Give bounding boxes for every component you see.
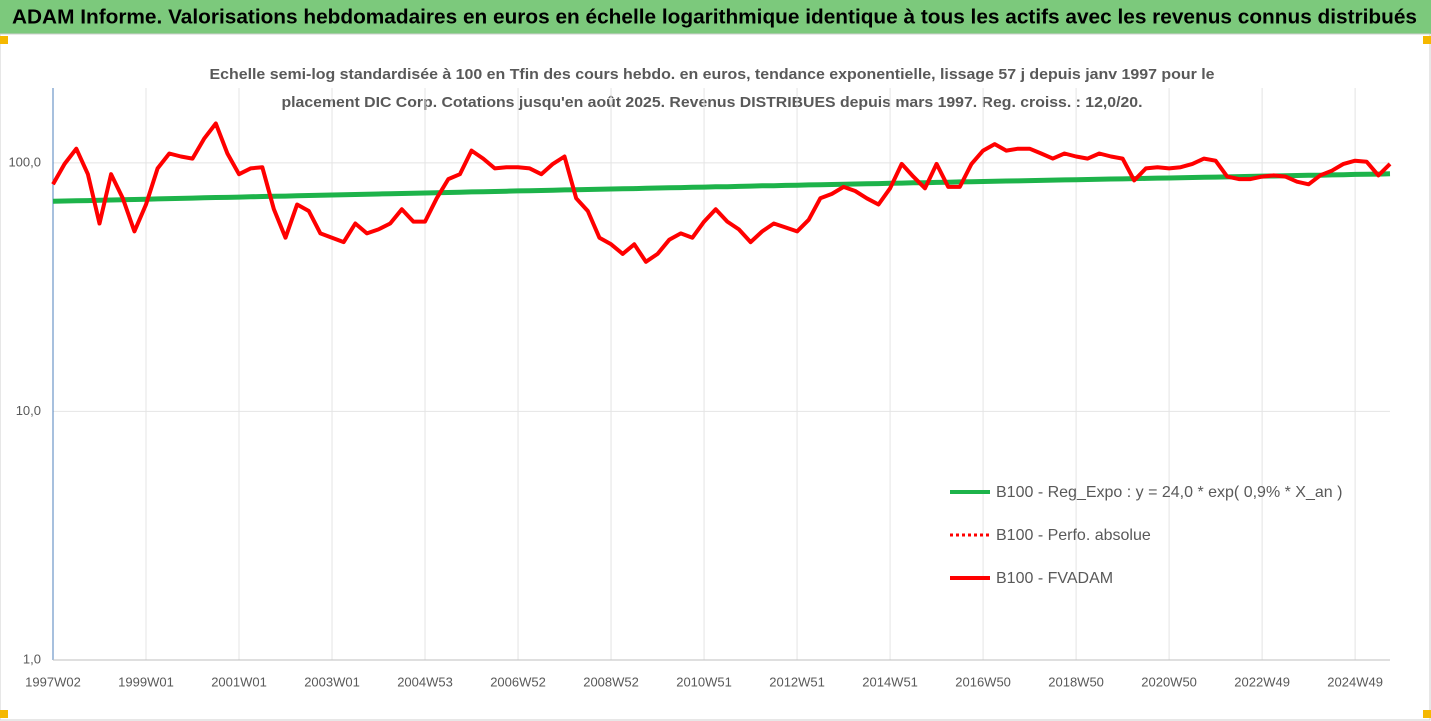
x-tick-label: 2024W49 xyxy=(1327,674,1383,689)
corner-mark xyxy=(1423,710,1431,718)
x-tick-label: 2016W50 xyxy=(955,674,1011,689)
series-line xyxy=(51,121,1392,264)
corner-mark xyxy=(0,710,8,718)
corner-mark xyxy=(0,36,8,44)
header-bar xyxy=(0,0,1431,34)
x-tick-label: 2012W51 xyxy=(769,674,825,689)
legend-label: B100 - FVADAM xyxy=(996,570,1113,587)
x-tick-label: 2022W49 xyxy=(1234,674,1290,689)
chart-frame xyxy=(0,33,1431,721)
x-tick-label: 2010W51 xyxy=(676,674,732,689)
x-tick-label: 1997W02 xyxy=(25,674,81,689)
legend-label: B100 - Perfo. absolue xyxy=(996,527,1151,544)
x-tick-label: 2020W50 xyxy=(1141,674,1197,689)
x-tick-label: 1999W01 xyxy=(118,674,174,689)
chart-title: ADAM Informe. Valorisations hebdomadaire… xyxy=(12,6,1417,28)
x-tick-label: 2006W52 xyxy=(490,674,546,689)
chart-subtitle: placement DIC Corp. Cotations jusqu'en a… xyxy=(282,94,1143,111)
x-tick-label: 2008W52 xyxy=(583,674,639,689)
chart-subtitle: Echelle semi-log standardisée à 100 en T… xyxy=(210,66,1215,83)
x-tick-label: 2004W53 xyxy=(397,674,453,689)
corner-mark xyxy=(1423,36,1431,44)
x-tick-label: 2001W01 xyxy=(211,674,267,689)
x-tick-label: 2014W51 xyxy=(862,674,918,689)
y-tick-label: 10,0 xyxy=(16,403,41,418)
x-tick-label: 2018W50 xyxy=(1048,674,1104,689)
legend-label: B100 - Reg_Expo : y = 24,0 * exp( 0,9% *… xyxy=(996,484,1342,501)
y-tick-label: 100,0 xyxy=(8,154,41,169)
y-tick-label: 1,0 xyxy=(23,651,41,666)
series-line xyxy=(52,171,1391,204)
x-tick-label: 2003W01 xyxy=(304,674,360,689)
